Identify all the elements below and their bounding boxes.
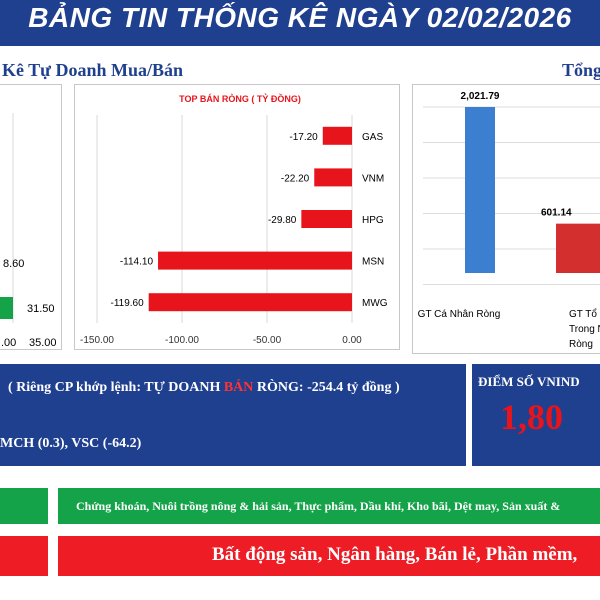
vnindex-box: ĐIỂM SỐ VNIND 1,80 xyxy=(472,364,600,466)
top-net-sell-panel: TOP BÁN RÒNG ( TỶ ĐỒNG) -17.20 -22.20 -29.… xyxy=(74,84,400,350)
total-category-label: Ròng xyxy=(569,339,593,350)
down-indicator xyxy=(0,536,48,576)
sector-up-box: Chứng khoán, Nuôi trồng nông & hải sản, … xyxy=(58,488,600,524)
left-tick-a: .00 xyxy=(1,337,16,349)
value-label: -29.80 xyxy=(268,215,297,226)
left-green-bar xyxy=(0,297,13,319)
totals-panel: 2,021.79 601.14 GT Cá Nhân Ròng GT Tổ Ch Tr… xyxy=(412,84,600,354)
totals-chart: 2,021.79 601.14 GT Cá Nhân Ròng GT Tổ Ch Tr… xyxy=(418,91,600,350)
value-label: -22.20 xyxy=(281,173,310,184)
left-label-a: 8.60 xyxy=(3,258,24,270)
total-value-label: 601.14 xyxy=(541,208,572,219)
total-bar xyxy=(465,107,495,273)
category-label: VNM xyxy=(362,173,384,184)
value-label: -17.20 xyxy=(289,132,318,143)
category-label: MWG xyxy=(362,298,388,309)
total-category-label: Trong Nư xyxy=(569,324,600,335)
summary-prefix: ( Riêng CP khớp lệnh: TỰ DOANH xyxy=(8,380,224,395)
left-label-b: 31.50 xyxy=(27,303,55,315)
sector-down-box: Bất động sản, Ngân hàng, Bán lẻ, Phần mề… xyxy=(58,536,600,576)
category-label: GAS xyxy=(362,132,383,143)
bar-hpg xyxy=(301,210,352,228)
proprietary-summary: ( Riêng CP khớp lệnh: TỰ DOANH BÁN RÒNG:… xyxy=(8,380,400,396)
total-category-label: GT Cá Nhân Ròng xyxy=(418,309,501,320)
vnindex-value: 1,80 xyxy=(500,397,563,437)
total-category-label: GT Tổ Ch xyxy=(569,308,600,320)
proprietary-info-box: ( Riêng CP khớp lệnh: TỰ DOANH BÁN RÒNG:… xyxy=(0,364,466,466)
bar-vnm xyxy=(314,168,352,187)
up-indicator xyxy=(0,488,48,524)
category-label: MSN xyxy=(362,257,384,268)
summary-suffix: RÒNG: -254.4 tỷ đồng ) xyxy=(253,380,400,395)
bar-msn xyxy=(158,251,352,270)
total-bar xyxy=(556,223,600,273)
top-net-sell-chart: TOP BÁN RÒNG ( TỶ ĐỒNG) -17.20 -22.20 -29.… xyxy=(80,93,388,346)
section-title-right: Tổng xyxy=(562,60,600,80)
value-label: -114.10 xyxy=(120,257,154,268)
chart-title: TOP BÁN RÒNG ( TỶ ĐỒNG) xyxy=(179,93,301,104)
section-title-left: Kê Tự Doanh Mua/Bán xyxy=(2,60,184,80)
summary-highlight: BÁN xyxy=(223,380,254,395)
title-banner: BẢNG TIN THỐNG KÊ NGÀY 02/02/2026 xyxy=(0,0,600,46)
x-tick-label: 0.00 xyxy=(342,335,362,346)
left-chart-panel: 8.60 31.50 .00 35.00 xyxy=(0,84,62,350)
sector-up-text: Chứng khoán, Nuôi trồng nông & hải sản, … xyxy=(76,499,561,513)
left-chart-svg: 8.60 31.50 .00 35.00 xyxy=(0,113,57,349)
sector-down-text: Bất động sản, Ngân hàng, Bán lẻ, Phần mề… xyxy=(212,544,578,565)
bar-gas xyxy=(322,126,352,145)
left-tick-b: 35.00 xyxy=(29,337,57,349)
x-tick-label: -50.00 xyxy=(253,335,282,346)
x-tick-label: -150.00 xyxy=(80,335,114,346)
value-label: -119.60 xyxy=(110,298,144,309)
x-tick-label: -100.00 xyxy=(165,335,199,346)
stock-list: MCH (0.3), VSC (-64.2) xyxy=(0,436,142,451)
page-title: BẢNG TIN THỐNG KÊ NGÀY 02/02/2026 xyxy=(28,2,572,33)
bar-mwg xyxy=(148,293,352,312)
vnindex-label: ĐIỂM SỐ VNIND xyxy=(478,374,580,389)
total-value-label: 2,021.79 xyxy=(461,91,500,102)
category-label: HPG xyxy=(362,215,384,226)
